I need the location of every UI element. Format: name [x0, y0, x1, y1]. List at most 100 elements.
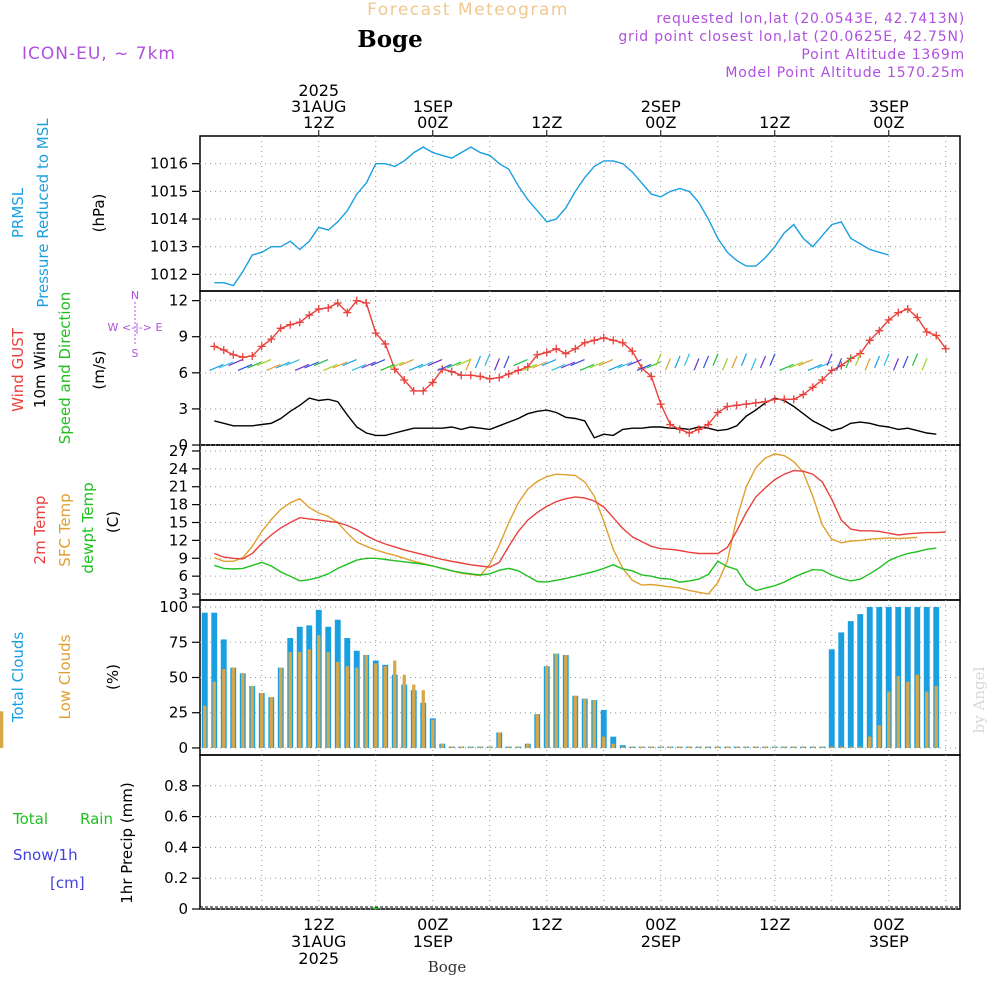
temp-tick-label: 6	[178, 567, 188, 585]
pressure-tick-label: 1012	[150, 265, 188, 283]
gust-marker	[599, 333, 608, 342]
wind-label-1: Wind GUST	[9, 327, 27, 412]
gust-marker	[913, 313, 922, 322]
gust-marker	[333, 299, 342, 308]
low-cloud-bar	[431, 719, 435, 748]
wind-arrow	[835, 358, 843, 371]
low-cloud-bar	[573, 695, 577, 748]
gust-marker	[324, 303, 333, 312]
wind-arrow	[323, 363, 338, 371]
total-cloud-bar	[201, 612, 208, 748]
low-cloud-bar	[440, 743, 444, 748]
low-cloud-bar	[839, 746, 843, 748]
gust-marker	[295, 318, 304, 327]
gust-marker	[219, 345, 228, 354]
low-cloud-bar	[307, 649, 311, 748]
precip-panel	[199, 754, 961, 910]
low-cloud-bar	[326, 652, 330, 748]
wind-arrow	[721, 358, 729, 371]
gust-marker	[694, 425, 703, 434]
gust-marker	[780, 395, 789, 404]
wind-arrow	[247, 361, 262, 369]
low-cloud-bar	[583, 698, 587, 748]
wind-label-2: 10m Wind	[31, 332, 49, 408]
gust-marker	[381, 339, 390, 348]
wind-arrow	[437, 363, 452, 371]
wind-arrow	[465, 358, 472, 371]
wind-arrow	[342, 359, 357, 367]
total-cloud-bar	[857, 614, 864, 748]
gust-marker	[827, 366, 836, 375]
wind-tick-label: 0	[178, 436, 188, 454]
low-cloud-bar	[811, 746, 815, 748]
low-cloud-bar	[507, 746, 511, 748]
gust-marker	[770, 395, 779, 404]
gust-marker	[400, 376, 409, 385]
precip-tick-label: 0.2	[164, 869, 188, 887]
low-cloud-bar	[545, 666, 549, 748]
requested-coords: requested lon,lat (20.0543E, 42.7413N)	[656, 11, 965, 27]
wind-arrow	[294, 363, 310, 371]
wind-arrow	[883, 353, 890, 366]
cloud-label-2: Low Clouds	[56, 634, 74, 719]
top-time-label: 00Z	[417, 113, 448, 132]
low-cloud-bar	[402, 674, 406, 748]
gust-marker	[267, 335, 276, 344]
top-time-label: 3SEP	[869, 97, 909, 116]
low-cloud-bar	[231, 667, 235, 748]
wind-arrow	[608, 363, 623, 371]
wind-arrow	[589, 361, 604, 369]
low-cloud-bar	[773, 746, 777, 748]
pressure-tick-label: 1016	[150, 155, 188, 173]
gust-marker	[409, 386, 418, 395]
wind-arrow	[655, 353, 662, 366]
watermark: by Angel	[970, 666, 988, 733]
gust-marker	[666, 420, 675, 429]
pressure-line	[214, 146, 889, 287]
total-cloud-bar	[600, 709, 607, 748]
pressure-unit: (hPa)	[90, 194, 108, 233]
gust-marker	[789, 395, 798, 404]
wind-arrow	[285, 359, 300, 367]
wind-arrow	[817, 361, 832, 369]
top-time-label: 12Z	[303, 113, 334, 132]
low-cloud-bar	[621, 746, 625, 748]
bottom-time-label: 00Z	[417, 915, 448, 934]
bottom-time-label: 00Z	[645, 915, 676, 934]
model-altitude: Model Point Altitude 1570.25m	[725, 65, 965, 81]
gust-marker	[466, 371, 475, 380]
model-label: ICON-EU, ~ 7km	[22, 44, 176, 64]
tick-layer: 1012101310141015101603691236912151821242…	[150, 81, 909, 968]
wind-arrow	[579, 363, 595, 371]
temp-label-3: dewpt Temp	[79, 482, 97, 573]
gust-marker	[533, 350, 542, 359]
clouds-tick-label: 50	[169, 669, 188, 687]
wind-arrow	[304, 361, 319, 369]
bottom-time-label: 1SEP	[413, 932, 453, 951]
low-cloud-bar	[906, 681, 910, 748]
total-cloud-bar	[933, 607, 940, 748]
pressure-panel	[199, 135, 961, 292]
gust-marker	[799, 390, 808, 399]
low-cloud-bar	[345, 666, 349, 748]
gust-marker	[647, 372, 656, 381]
wind-arrow	[389, 361, 405, 369]
bottom-time-label: 12Z	[303, 915, 334, 934]
gust-marker	[704, 420, 713, 429]
gust-marker	[504, 370, 513, 379]
wind-tick-label: 12	[169, 292, 188, 310]
low-cloud-bar	[792, 746, 796, 748]
wind-arrow	[209, 363, 224, 371]
wind-arrow	[921, 358, 928, 371]
total-cloud-bar	[847, 621, 854, 748]
gust-marker	[609, 336, 618, 345]
low-cloud-bar	[925, 691, 929, 748]
gust-marker	[628, 347, 637, 356]
low-cloud-bar	[421, 690, 425, 748]
low-cloud-bar	[203, 705, 207, 748]
wind-speed-line	[214, 397, 937, 439]
bottom-time-label: 2025	[298, 949, 339, 968]
low-cloud-bar	[260, 693, 264, 748]
total-cloud-bar	[866, 607, 873, 748]
